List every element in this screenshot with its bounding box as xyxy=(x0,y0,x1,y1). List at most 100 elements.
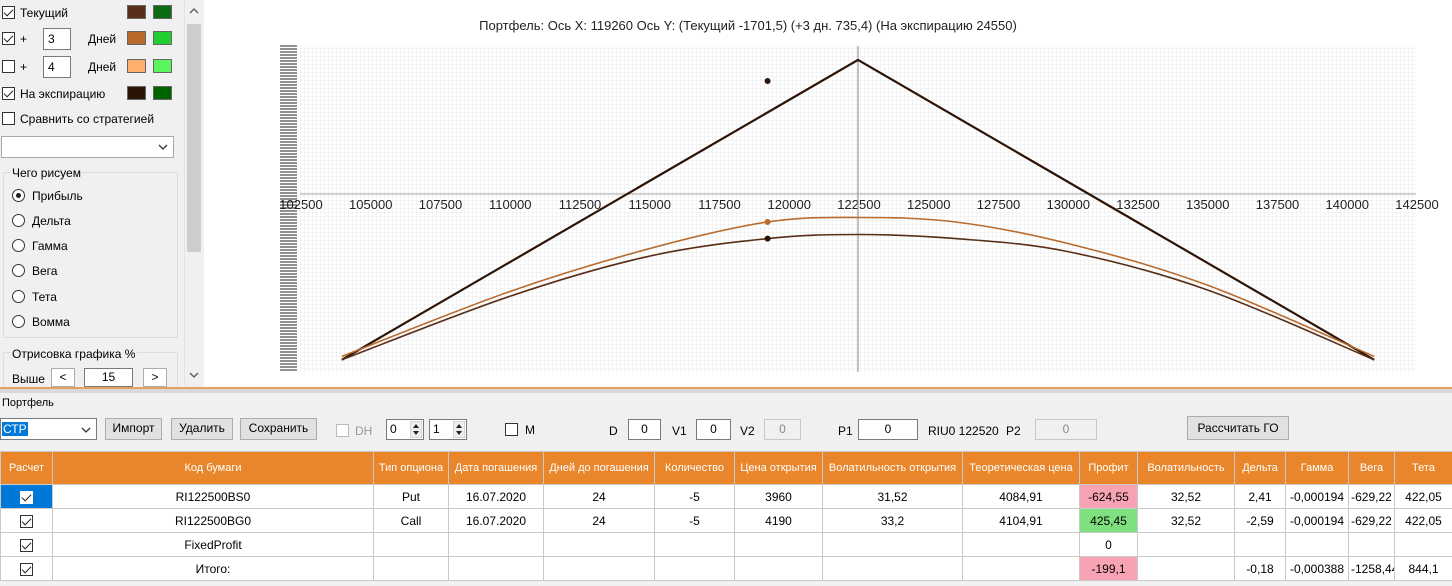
scroll-down-icon[interactable] xyxy=(189,372,199,378)
v1-input[interactable]: 0 xyxy=(696,419,731,440)
table-cell[interactable] xyxy=(654,556,735,581)
current-color-swatch[interactable] xyxy=(127,5,146,19)
table-cell[interactable] xyxy=(962,532,1080,557)
plus2-checkbox[interactable] xyxy=(2,60,15,73)
table-cell[interactable]: FixedProfit xyxy=(52,532,374,557)
table-cell[interactable]: 425,45 xyxy=(1079,508,1138,533)
compare-strategy-checkbox[interactable] xyxy=(2,112,15,125)
column-header[interactable]: Волатильность открытия xyxy=(822,451,963,485)
table-cell[interactable] xyxy=(1348,532,1395,557)
table-cell[interactable] xyxy=(654,532,735,557)
m-checkbox[interactable] xyxy=(505,423,518,436)
table-cell[interactable] xyxy=(822,556,963,581)
plus2-color-swatch-2[interactable] xyxy=(153,59,172,73)
scroll-thumb[interactable] xyxy=(187,24,201,252)
table-cell[interactable] xyxy=(373,556,449,581)
table-cell[interactable] xyxy=(1394,532,1452,557)
column-header[interactable]: Расчет xyxy=(0,451,53,485)
table-cell[interactable]: 24 xyxy=(543,484,655,509)
radio-profit[interactable] xyxy=(12,189,25,202)
left-panel-scrollbar[interactable] xyxy=(184,0,202,386)
plus1-days-input[interactable]: 3 xyxy=(43,28,71,50)
plus1-color-swatch-2[interactable] xyxy=(153,31,172,45)
column-header[interactable]: Теоретическая цена xyxy=(962,451,1080,485)
table-row[interactable]: RI122500BS0 Put 16.07.2020 24 -5 3960 31,52 408… xyxy=(0,484,1452,509)
expiration-checkbox[interactable] xyxy=(2,87,15,100)
table-cell[interactable]: -1258,44 xyxy=(1348,556,1395,581)
render-percent-input[interactable]: 15 xyxy=(84,368,133,387)
table-row[interactable]: FixedProfit 0 xyxy=(0,532,1452,557)
table-cell[interactable]: -2,59 xyxy=(1234,508,1286,533)
current-checkbox[interactable] xyxy=(2,6,15,19)
table-cell[interactable]: -624,55 xyxy=(1079,484,1138,509)
table-cell[interactable]: -0,000388 xyxy=(1285,556,1349,581)
table-cell[interactable] xyxy=(448,556,544,581)
table-cell[interactable]: -0,000194 xyxy=(1285,484,1349,509)
table-cell[interactable]: -0,000194 xyxy=(1285,508,1349,533)
column-header[interactable]: Дата погашения xyxy=(448,451,544,485)
table-cell[interactable]: -0,18 xyxy=(1234,556,1286,581)
table-cell[interactable] xyxy=(1234,532,1286,557)
column-header[interactable]: Дельта xyxy=(1234,451,1286,485)
table-cell[interactable]: 422,05 xyxy=(1394,484,1452,509)
save-button[interactable]: Сохранить xyxy=(240,418,317,440)
column-header[interactable]: Код бумаги xyxy=(52,451,374,485)
column-header[interactable]: Тета xyxy=(1394,451,1452,485)
decrease-button[interactable]: < xyxy=(51,368,75,387)
table-cell[interactable]: 844,1 xyxy=(1394,556,1452,581)
plus1-checkbox[interactable] xyxy=(2,32,15,45)
splitter[interactable] xyxy=(0,387,1452,393)
column-header[interactable]: Количество xyxy=(654,451,735,485)
spin2-input[interactable]: 1 xyxy=(429,419,467,440)
expiration-color-swatch-2[interactable] xyxy=(153,86,172,100)
scroll-up-icon[interactable] xyxy=(189,8,199,14)
table-cell[interactable]: 3960 xyxy=(734,484,823,509)
p1-input[interactable]: 0 xyxy=(858,419,918,440)
spin1-arrows-icon[interactable] xyxy=(410,421,422,438)
table-cell[interactable] xyxy=(734,556,823,581)
plus2-color-swatch[interactable] xyxy=(127,59,146,73)
table-cell[interactable]: Итого: xyxy=(52,556,374,581)
calc-checkbox-cell[interactable] xyxy=(0,532,53,557)
column-header[interactable]: Вега xyxy=(1348,451,1395,485)
table-cell[interactable]: 16.07.2020 xyxy=(448,484,544,509)
calc-checkbox[interactable] xyxy=(20,538,33,552)
table-cell[interactable] xyxy=(962,556,1080,581)
table-cell[interactable]: 32,52 xyxy=(1137,484,1235,509)
calc-checkbox-cell[interactable] xyxy=(0,508,53,533)
table-cell[interactable]: 16.07.2020 xyxy=(448,508,544,533)
table-cell[interactable]: Call xyxy=(373,508,449,533)
column-header[interactable]: Тип опциона xyxy=(373,451,449,485)
table-cell[interactable] xyxy=(543,532,655,557)
calc-checkbox[interactable] xyxy=(20,490,33,504)
import-button[interactable]: Импорт xyxy=(105,418,162,440)
table-cell[interactable] xyxy=(1137,556,1235,581)
table-cell[interactable]: 422,05 xyxy=(1394,508,1452,533)
table-cell[interactable]: 4104,91 xyxy=(962,508,1080,533)
table-cell[interactable]: -629,22 xyxy=(1348,484,1395,509)
table-cell[interactable]: Put xyxy=(373,484,449,509)
table-cell[interactable]: 0 xyxy=(1079,532,1138,557)
calc-checkbox[interactable] xyxy=(20,562,33,576)
table-cell[interactable] xyxy=(543,556,655,581)
calc-checkbox[interactable] xyxy=(20,514,33,528)
radio-gamma[interactable] xyxy=(12,239,25,252)
column-header[interactable]: Профит xyxy=(1079,451,1138,485)
radio-delta[interactable] xyxy=(12,214,25,227)
table-cell[interactable] xyxy=(1285,532,1349,557)
table-cell[interactable]: 4084,91 xyxy=(962,484,1080,509)
table-cell[interactable] xyxy=(1137,532,1235,557)
table-cell[interactable] xyxy=(448,532,544,557)
table-cell[interactable]: RI122500BG0 xyxy=(52,508,374,533)
table-row[interactable]: Итого: -199,1 -0,18 -0,000388 -1258,44 844,1 xyxy=(0,556,1452,581)
spin2-arrows-icon[interactable] xyxy=(453,421,465,438)
current-color-swatch-2[interactable] xyxy=(153,5,172,19)
table-cell[interactable]: 32,52 xyxy=(1137,508,1235,533)
table-cell[interactable] xyxy=(734,532,823,557)
plus1-color-swatch[interactable] xyxy=(127,31,146,45)
calc-checkbox-cell[interactable] xyxy=(0,556,53,581)
radio-vomma[interactable] xyxy=(12,315,25,328)
column-header[interactable]: Дней до погашения xyxy=(543,451,655,485)
column-header[interactable]: Цена открытия xyxy=(734,451,823,485)
column-header[interactable]: Волатильность xyxy=(1137,451,1235,485)
